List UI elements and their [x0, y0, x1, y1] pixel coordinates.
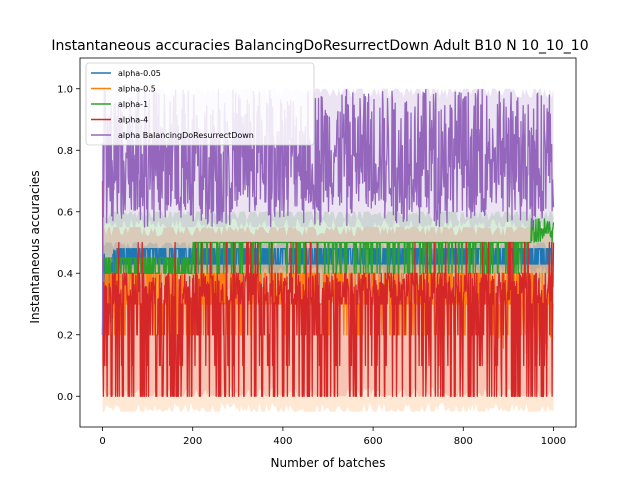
x-tick-label: 800 [454, 436, 473, 447]
series-line-alpha-4 [101, 180, 555, 397]
legend-box [85, 62, 315, 146]
series-line-alpha-1 [101, 218, 555, 335]
x-tick-label: 600 [364, 436, 383, 447]
legend-entry: alpha-4 [118, 116, 148, 125]
series-line-alpha-balancingdoresurrectdown [101, 88, 555, 335]
x-tick-label: 400 [273, 436, 292, 447]
y-tick-label: 0.6 [57, 207, 73, 218]
legend-entry: alpha BalancingDoResurrectDown [118, 131, 254, 140]
y-tick-label: 0.0 [57, 392, 73, 403]
y-tick-label: 0.2 [57, 330, 73, 341]
legend-entry: alpha-0.5 [118, 85, 156, 94]
legend: alpha-0.05 alpha-0.5 alpha-1 alpha-4 alpha B… [85, 62, 315, 146]
y-tick-label: 1.0 [57, 84, 73, 95]
legend-entry: alpha-1 [118, 100, 148, 109]
x-axis-ticks: 0 200 400 600 800 1000 [99, 427, 566, 447]
x-tick-label: 200 [183, 436, 202, 447]
chart-title: Instantaneous accuracies BalancingDoResu… [51, 38, 588, 54]
x-axis-label: Number of batches [271, 456, 386, 470]
y-tick-label: 0.8 [57, 146, 73, 157]
y-axis-ticks: 0.0 0.2 0.4 0.6 0.8 1.0 [57, 84, 80, 403]
y-axis-label: Instantaneous accuracies [28, 170, 42, 323]
y-tick-label: 0.4 [57, 269, 73, 280]
x-tick-label: 0 [99, 436, 105, 447]
x-tick-label: 1000 [541, 436, 566, 447]
axes-frame [79, 57, 577, 428]
legend-entry: alpha-0.05 [118, 69, 161, 78]
